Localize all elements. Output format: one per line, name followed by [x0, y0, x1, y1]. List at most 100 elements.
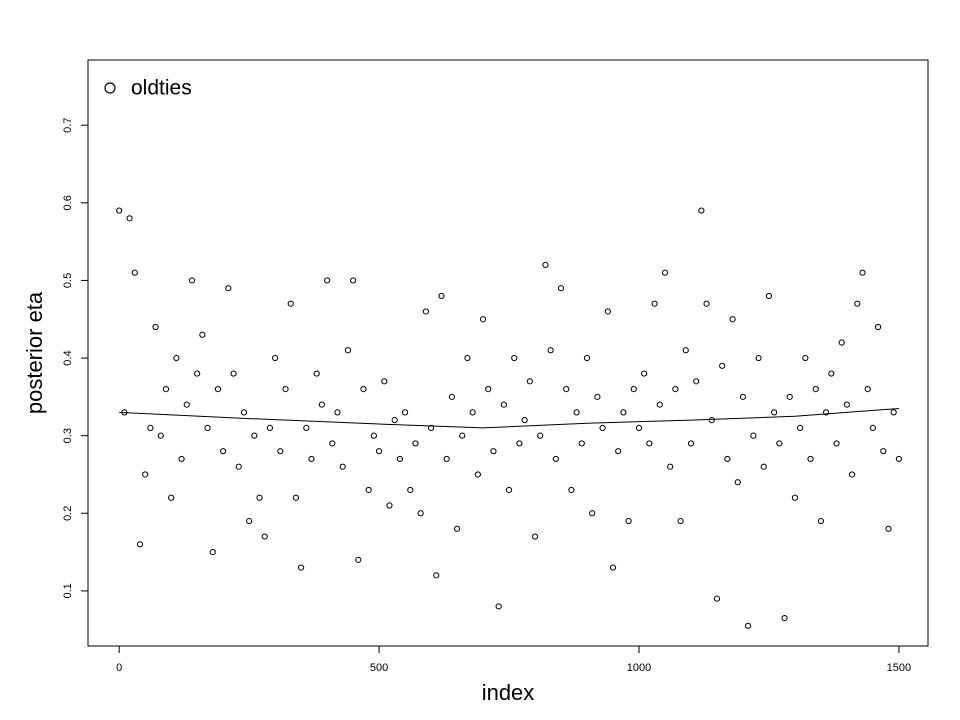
point — [583, 354, 591, 362]
point — [693, 378, 700, 385]
point — [724, 455, 731, 463]
point — [651, 300, 658, 307]
point — [308, 455, 315, 463]
point — [235, 463, 242, 470]
point — [729, 316, 736, 323]
point — [885, 525, 892, 532]
y-tick-label: 0.2 — [62, 506, 74, 521]
point — [126, 215, 133, 222]
point — [781, 614, 788, 622]
point — [152, 323, 159, 331]
point — [880, 448, 887, 455]
point — [396, 455, 403, 463]
point — [703, 300, 710, 307]
point — [542, 261, 549, 269]
point — [708, 417, 715, 424]
point — [505, 486, 513, 494]
point — [355, 556, 362, 563]
point — [739, 393, 747, 400]
y-tick-label: 0.3 — [62, 428, 74, 443]
point — [438, 292, 445, 300]
point — [448, 393, 455, 400]
point — [391, 417, 398, 424]
point — [214, 385, 222, 393]
x-tick-label: 0 — [116, 662, 122, 674]
point — [136, 541, 144, 548]
point — [713, 595, 721, 602]
point — [698, 207, 705, 214]
point — [620, 409, 627, 416]
point — [874, 323, 882, 331]
y-tick-label: 0.5 — [62, 273, 74, 288]
point — [682, 347, 689, 354]
point — [157, 432, 164, 439]
point — [604, 308, 611, 315]
point — [635, 424, 643, 431]
point — [797, 424, 804, 431]
point — [266, 424, 274, 431]
point — [474, 471, 481, 478]
point — [246, 517, 253, 525]
point — [329, 440, 336, 447]
point — [261, 533, 268, 540]
point — [464, 354, 471, 362]
point — [890, 409, 897, 416]
point — [760, 463, 767, 470]
point — [459, 432, 466, 439]
point — [209, 548, 216, 556]
point — [589, 510, 596, 517]
point — [838, 339, 845, 346]
point — [386, 502, 393, 509]
x-tick-label: 1000 — [627, 662, 651, 674]
point — [594, 393, 601, 400]
point — [573, 409, 580, 416]
point — [277, 448, 284, 455]
point — [568, 486, 575, 494]
point — [453, 525, 461, 532]
point — [521, 417, 528, 424]
point — [552, 455, 559, 463]
point — [609, 564, 617, 571]
point — [479, 316, 487, 323]
point — [745, 622, 752, 629]
point — [563, 385, 570, 393]
point — [375, 448, 383, 455]
point — [303, 424, 310, 431]
trend-line — [119, 407, 899, 429]
point — [719, 362, 726, 369]
point — [344, 347, 352, 354]
point — [843, 401, 851, 408]
point — [802, 354, 809, 362]
point — [823, 409, 830, 416]
y-tick-label: 0.7 — [62, 118, 74, 133]
point — [116, 207, 123, 214]
point — [864, 385, 871, 393]
point — [199, 331, 206, 338]
point — [282, 385, 289, 393]
point — [750, 432, 757, 439]
point — [661, 269, 669, 276]
point — [183, 401, 190, 408]
point — [755, 354, 762, 362]
point — [443, 455, 450, 463]
point — [526, 378, 533, 385]
point — [807, 455, 814, 463]
point — [537, 432, 544, 439]
point — [131, 269, 138, 276]
point — [776, 440, 783, 447]
point — [256, 494, 263, 501]
point — [786, 393, 793, 400]
point — [828, 370, 835, 377]
point — [672, 385, 679, 393]
point — [469, 409, 476, 416]
point — [791, 494, 799, 501]
point — [427, 424, 435, 431]
point — [194, 370, 201, 377]
x-tick-label: 1500 — [887, 662, 911, 674]
point — [833, 440, 840, 447]
point — [667, 463, 674, 470]
point — [230, 370, 237, 377]
point — [599, 424, 606, 431]
point — [168, 494, 175, 501]
point — [370, 432, 377, 439]
